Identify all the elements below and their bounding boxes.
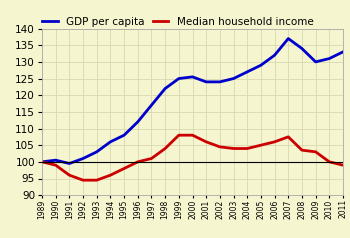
GDP per capita (136, 120, 140, 123)
Median household income (149, 157, 154, 160)
Median household income (122, 167, 126, 170)
Median household income (314, 150, 318, 153)
Line: GDP per capita: GDP per capita (42, 39, 343, 164)
GDP per capita (122, 134, 126, 137)
Median household income (190, 134, 195, 137)
Median household income (300, 149, 304, 152)
GDP per capita (54, 159, 58, 162)
GDP per capita (286, 37, 290, 40)
GDP per capita (231, 77, 236, 80)
Median household income (163, 147, 167, 150)
GDP per capita (273, 54, 277, 57)
Median household income (204, 140, 208, 143)
GDP per capita (300, 47, 304, 50)
Median household income (81, 179, 85, 182)
GDP per capita (245, 70, 249, 73)
GDP per capita (259, 64, 263, 67)
Median household income (54, 164, 58, 167)
GDP per capita (314, 60, 318, 63)
GDP per capita (190, 75, 195, 78)
Median household income (286, 135, 290, 138)
Median household income (273, 140, 277, 143)
GDP per capita (341, 50, 345, 53)
GDP per capita (204, 80, 208, 83)
Median household income (218, 145, 222, 148)
Median household income (245, 147, 249, 150)
GDP per capita (94, 150, 99, 153)
Line: Median household income: Median household income (42, 135, 343, 180)
GDP per capita (149, 104, 154, 107)
GDP per capita (163, 87, 167, 90)
GDP per capita (177, 77, 181, 80)
GDP per capita (81, 157, 85, 160)
Legend: GDP per capita, Median household income: GDP per capita, Median household income (42, 17, 314, 27)
GDP per capita (108, 140, 112, 143)
Median household income (177, 134, 181, 137)
Median household income (136, 160, 140, 163)
Median household income (259, 144, 263, 147)
Median household income (67, 174, 71, 177)
GDP per capita (218, 80, 222, 83)
GDP per capita (40, 160, 44, 163)
GDP per capita (327, 57, 331, 60)
GDP per capita (67, 162, 71, 165)
Median household income (327, 160, 331, 163)
Median household income (341, 164, 345, 167)
Median household income (231, 147, 236, 150)
Median household income (108, 174, 112, 177)
Median household income (94, 179, 99, 182)
Median household income (40, 160, 44, 163)
